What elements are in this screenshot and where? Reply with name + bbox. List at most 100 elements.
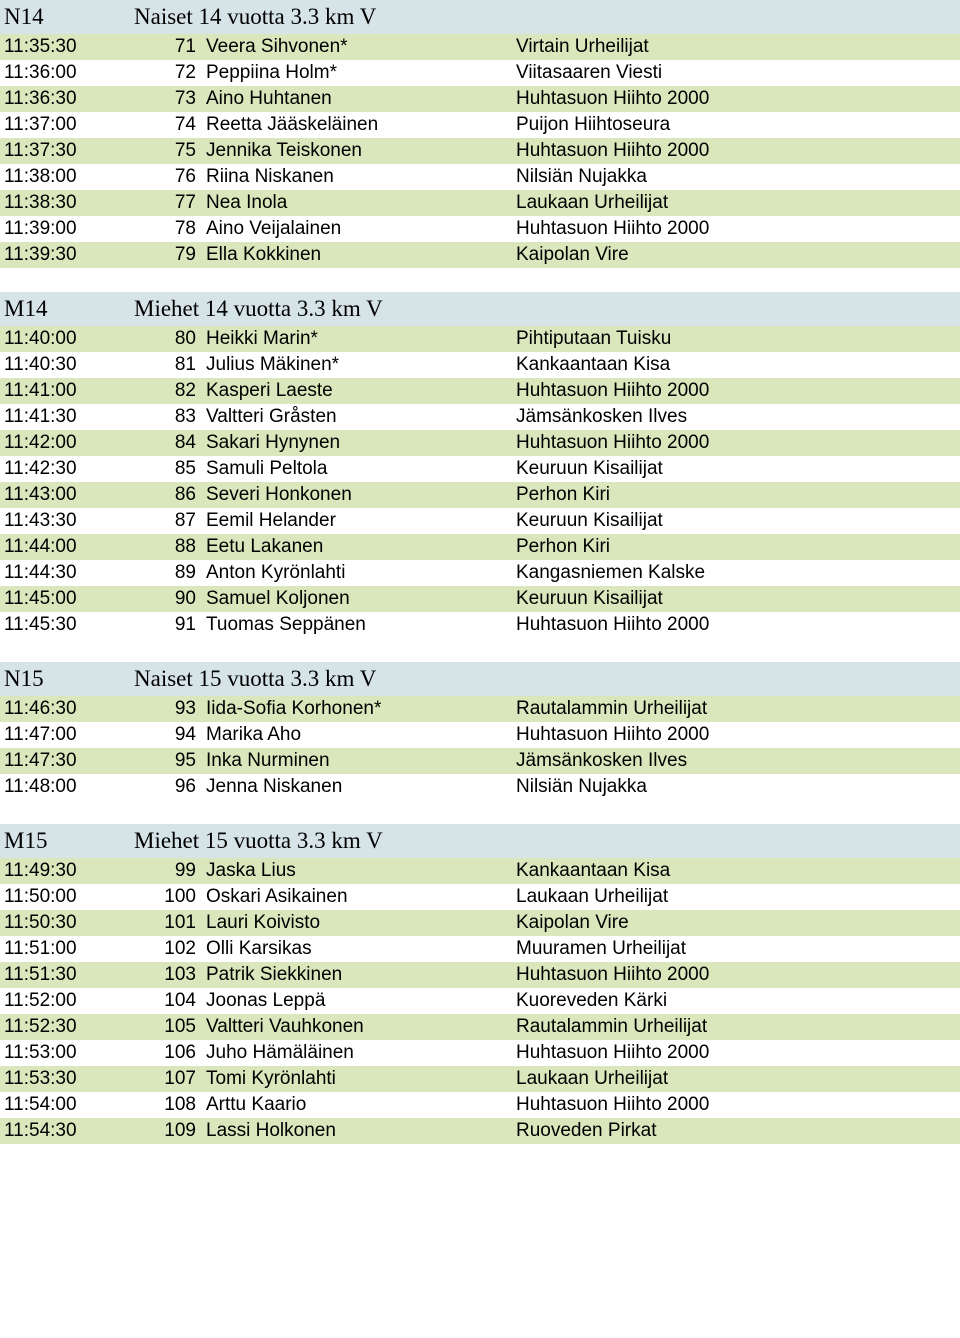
start-time: 11:36:00	[0, 62, 148, 84]
athlete-name: Reetta Jääskeläinen	[206, 114, 516, 136]
startlist-row: 11:47:3095Inka NurminenJämsänkosken Ilve…	[0, 748, 960, 774]
athlete-name: Veera Sihvonen*	[206, 36, 516, 58]
start-time: 11:44:00	[0, 536, 148, 558]
category-code: N15	[0, 666, 134, 692]
startlist-row: 11:42:0084Sakari HynynenHuhtasuon Hiihto…	[0, 430, 960, 456]
club-name: Laukaan Urheilijat	[516, 192, 960, 214]
startlist-row: 11:52:00104Joonas LeppäKuoreveden Kärki	[0, 988, 960, 1014]
startlist-row: 11:48:0096Jenna NiskanenNilsiän Nujakka	[0, 774, 960, 800]
athlete-name: Samuel Koljonen	[206, 588, 516, 610]
startlist-row: 11:40:0080Heikki Marin*Pihtiputaan Tuisk…	[0, 326, 960, 352]
category-code: M14	[0, 296, 134, 322]
startlist-row: 11:44:3089Anton KyrönlahtiKangasniemen K…	[0, 560, 960, 586]
startlist-row: 11:35:3071Veera Sihvonen*Virtain Urheili…	[0, 34, 960, 60]
bib-number: 103	[148, 964, 206, 986]
bib-number: 77	[148, 192, 206, 214]
category-code: M15	[0, 828, 134, 854]
bib-number: 95	[148, 750, 206, 772]
bib-number: 81	[148, 354, 206, 376]
club-name: Huhtasuon Hiihto 2000	[516, 614, 960, 636]
startlist-document: N14Naiset 14 vuotta 3.3 km V11:35:3071Ve…	[0, 0, 960, 1144]
club-name: Rautalammin Urheilijat	[516, 698, 960, 720]
startlist-row: 11:45:3091Tuomas SeppänenHuhtasuon Hiiht…	[0, 612, 960, 638]
club-name: Perhon Kiri	[516, 536, 960, 558]
club-name: Laukaan Urheilijat	[516, 886, 960, 908]
category-code: N14	[0, 4, 134, 30]
startlist-row: 11:39:3079Ella KokkinenKaipolan Vire	[0, 242, 960, 268]
startlist-row: 11:43:3087Eemil HelanderKeuruun Kisailij…	[0, 508, 960, 534]
athlete-name: Lauri Koivisto	[206, 912, 516, 934]
category-header: N14Naiset 14 vuotta 3.3 km V	[0, 0, 960, 34]
athlete-name: Tomi Kyrönlahti	[206, 1068, 516, 1090]
bib-number: 76	[148, 166, 206, 188]
club-name: Huhtasuon Hiihto 2000	[516, 88, 960, 110]
category-title: Naiset 15 vuotta 3.3 km V	[134, 666, 960, 692]
bib-number: 99	[148, 860, 206, 882]
bib-number: 100	[148, 886, 206, 908]
start-time: 11:43:30	[0, 510, 148, 532]
start-time: 11:43:00	[0, 484, 148, 506]
start-time: 11:38:30	[0, 192, 148, 214]
athlete-name: Jenna Niskanen	[206, 776, 516, 798]
start-time: 11:52:30	[0, 1016, 148, 1038]
startlist-row: 11:43:0086Severi HonkonenPerhon Kiri	[0, 482, 960, 508]
startlist-row: 11:47:0094Marika AhoHuhtasuon Hiihto 200…	[0, 722, 960, 748]
start-time: 11:35:30	[0, 36, 148, 58]
athlete-name: Lassi Holkonen	[206, 1120, 516, 1142]
category-title: Naiset 14 vuotta 3.3 km V	[134, 4, 960, 30]
bib-number: 102	[148, 938, 206, 960]
startlist-row: 11:51:00102Olli KarsikasMuuramen Urheili…	[0, 936, 960, 962]
startlist-row: 11:40:3081Julius Mäkinen*Kankaantaan Kis…	[0, 352, 960, 378]
club-name: Laukaan Urheilijat	[516, 1068, 960, 1090]
bib-number: 79	[148, 244, 206, 266]
athlete-name: Sakari Hynynen	[206, 432, 516, 454]
bib-number: 105	[148, 1016, 206, 1038]
club-name: Huhtasuon Hiihto 2000	[516, 964, 960, 986]
startlist-row: 11:41:0082Kasperi LaesteHuhtasuon Hiihto…	[0, 378, 960, 404]
bib-number: 85	[148, 458, 206, 480]
athlete-name: Eemil Helander	[206, 510, 516, 532]
athlete-name: Joonas Leppä	[206, 990, 516, 1012]
category-section: M15Miehet 15 vuotta 3.3 km V11:49:3099Ja…	[0, 824, 960, 1144]
athlete-name: Marika Aho	[206, 724, 516, 746]
start-time: 11:42:00	[0, 432, 148, 454]
athlete-name: Jaska Lius	[206, 860, 516, 882]
start-time: 11:47:00	[0, 724, 148, 746]
bib-number: 78	[148, 218, 206, 240]
athlete-name: Valtteri Vauhkonen	[206, 1016, 516, 1038]
bib-number: 109	[148, 1120, 206, 1142]
athlete-name: Juho Hämäläinen	[206, 1042, 516, 1064]
club-name: Kankaantaan Kisa	[516, 860, 960, 882]
startlist-row: 11:54:30109Lassi HolkonenRuoveden Pirkat	[0, 1118, 960, 1144]
startlist-row: 11:36:3073Aino HuhtanenHuhtasuon Hiihto …	[0, 86, 960, 112]
club-name: Puijon Hiihtoseura	[516, 114, 960, 136]
club-name: Jämsänkosken Ilves	[516, 750, 960, 772]
club-name: Jämsänkosken Ilves	[516, 406, 960, 428]
bib-number: 87	[148, 510, 206, 532]
bib-number: 88	[148, 536, 206, 558]
bib-number: 80	[148, 328, 206, 350]
start-time: 11:37:30	[0, 140, 148, 162]
athlete-name: Aino Veijalainen	[206, 218, 516, 240]
bib-number: 89	[148, 562, 206, 584]
club-name: Muuramen Urheilijat	[516, 938, 960, 960]
athlete-name: Eetu Lakanen	[206, 536, 516, 558]
club-name: Huhtasuon Hiihto 2000	[516, 1042, 960, 1064]
bib-number: 83	[148, 406, 206, 428]
athlete-name: Samuli Peltola	[206, 458, 516, 480]
athlete-name: Peppiina Holm*	[206, 62, 516, 84]
athlete-name: Kasperi Laeste	[206, 380, 516, 402]
category-section: N14Naiset 14 vuotta 3.3 km V11:35:3071Ve…	[0, 0, 960, 268]
startlist-row: 11:53:00106Juho HämäläinenHuhtasuon Hiih…	[0, 1040, 960, 1066]
club-name: Nilsiän Nujakka	[516, 776, 960, 798]
category-section: N15Naiset 15 vuotta 3.3 km V11:46:3093Ii…	[0, 662, 960, 800]
club-name: Huhtasuon Hiihto 2000	[516, 380, 960, 402]
bib-number: 86	[148, 484, 206, 506]
category-section: M14Miehet 14 vuotta 3.3 km V11:40:0080He…	[0, 292, 960, 638]
startlist-row: 11:41:3083Valtteri GråstenJämsänkosken I…	[0, 404, 960, 430]
club-name: Keuruun Kisailijat	[516, 510, 960, 532]
start-time: 11:48:00	[0, 776, 148, 798]
start-time: 11:54:00	[0, 1094, 148, 1116]
club-name: Virtain Urheilijat	[516, 36, 960, 58]
bib-number: 107	[148, 1068, 206, 1090]
